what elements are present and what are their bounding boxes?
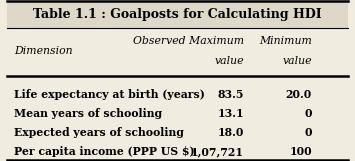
Text: 0: 0 (304, 127, 312, 138)
FancyBboxPatch shape (7, 1, 348, 28)
Text: 100: 100 (289, 146, 312, 157)
Text: 20.0: 20.0 (285, 89, 312, 99)
Text: 0: 0 (304, 108, 312, 119)
Text: Life expectancy at birth (years): Life expectancy at birth (years) (14, 89, 205, 99)
Text: value: value (214, 56, 244, 66)
Text: Minimum: Minimum (259, 36, 312, 46)
Text: Mean years of schooling: Mean years of schooling (14, 108, 162, 119)
Text: 83.5: 83.5 (217, 89, 244, 99)
Text: 18.0: 18.0 (218, 127, 244, 138)
Text: value: value (282, 56, 312, 66)
Text: Table 1.1 : Goalposts for Calculating HDI: Table 1.1 : Goalposts for Calculating HD… (33, 8, 322, 21)
Text: Expected years of schooling: Expected years of schooling (14, 127, 184, 138)
Text: 1,07,721: 1,07,721 (191, 146, 244, 157)
Text: 13.1: 13.1 (217, 108, 244, 119)
Text: Dimension: Dimension (14, 46, 73, 56)
Text: Per capita income (PPP US $): Per capita income (PPP US $) (14, 146, 195, 157)
Text: Observed Maximum: Observed Maximum (133, 36, 244, 46)
